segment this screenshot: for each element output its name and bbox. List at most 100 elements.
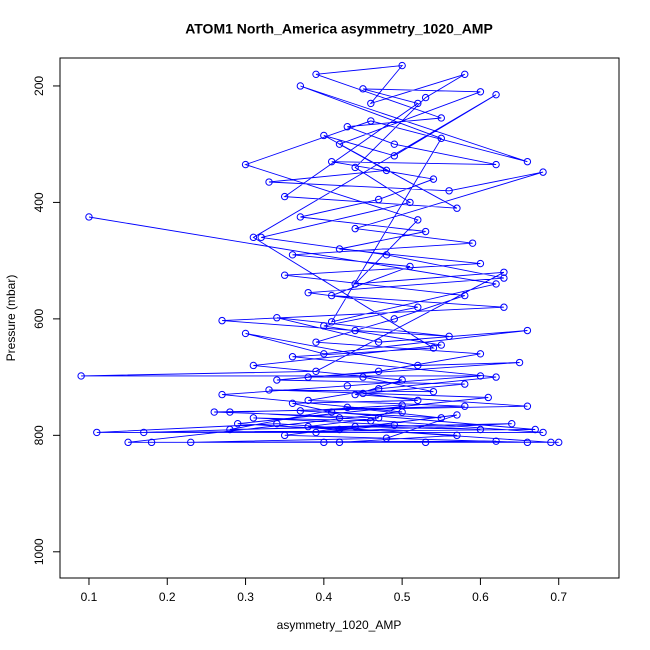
- data-point: [531, 425, 539, 434]
- data-point: [351, 326, 359, 335]
- data-point: [367, 117, 375, 125]
- data-point: [234, 419, 242, 428]
- data-point: [280, 192, 289, 201]
- data-point: [257, 233, 265, 242]
- data-point: [374, 195, 383, 204]
- data-point: [335, 414, 344, 422]
- data-point: [335, 245, 344, 253]
- data-point: [476, 425, 485, 434]
- data-point: [351, 422, 359, 431]
- data-point: [547, 438, 555, 447]
- data-point: [492, 437, 500, 445]
- x-axis-label: asymmetry_1020_AMP: [277, 618, 402, 632]
- data-point: [421, 438, 430, 447]
- data-point: [226, 408, 234, 416]
- data-point: [359, 85, 367, 93]
- data-point: [539, 168, 547, 176]
- x-tick-label: 0.6: [472, 590, 489, 604]
- data-point: [461, 380, 469, 388]
- chart-title: ATOM1 North_America asymmetry_1020_AMP: [185, 21, 493, 37]
- data-point: [500, 274, 508, 282]
- data-point: [437, 134, 445, 143]
- data-point: [304, 396, 312, 405]
- data-point: [210, 408, 218, 416]
- data-point: [382, 251, 391, 259]
- data-point: [390, 421, 399, 429]
- data-point: [320, 438, 328, 447]
- data-point: [343, 403, 352, 412]
- data-point: [500, 268, 508, 276]
- plot-area: [77, 61, 563, 447]
- data-point: [398, 408, 406, 416]
- data-point: [429, 344, 438, 352]
- data-point: [288, 353, 297, 361]
- data-point: [312, 338, 320, 346]
- data-point: [304, 373, 312, 381]
- data-point: [453, 431, 461, 440]
- x-tick-label: 0.3: [237, 590, 254, 604]
- data-point: [249, 361, 258, 370]
- data-point: [296, 407, 305, 415]
- x-tick-label: 0.2: [159, 590, 176, 604]
- data-point: [218, 316, 226, 325]
- data-point: [555, 438, 563, 447]
- data-point: [351, 280, 359, 288]
- data-point: [492, 160, 500, 169]
- data-point: [390, 315, 399, 323]
- data-point: [453, 204, 461, 212]
- data-point: [414, 361, 422, 370]
- data-point: [374, 414, 383, 422]
- data-point: [461, 402, 469, 410]
- data-point: [265, 178, 273, 186]
- data-point: [374, 385, 383, 393]
- y-tick-label: 400: [32, 192, 46, 212]
- data-point: [476, 88, 485, 96]
- data-point: [461, 70, 469, 79]
- data-point: [390, 152, 399, 160]
- data-point: [343, 382, 352, 390]
- y-axis-label: Pressure (mbar): [4, 275, 18, 362]
- data-point: [249, 414, 258, 422]
- data-point: [273, 419, 281, 428]
- data-point: [335, 140, 344, 148]
- data-point: [312, 428, 320, 437]
- data-point: [288, 251, 297, 259]
- data-point: [124, 438, 132, 447]
- x-tick-label: 0.1: [81, 590, 98, 604]
- data-point: [453, 411, 461, 419]
- data-point: [429, 387, 438, 396]
- data-point: [367, 417, 375, 425]
- data-point: [398, 376, 406, 384]
- data-point: [414, 99, 422, 108]
- data-point: [147, 438, 156, 447]
- data-point: [288, 399, 297, 408]
- data-point: [437, 414, 445, 422]
- data-point: [390, 140, 399, 148]
- data-point: [492, 280, 500, 288]
- data-point: [445, 187, 453, 195]
- x-tick-label: 0.7: [550, 590, 567, 604]
- data-point: [351, 163, 359, 172]
- data-point: [273, 314, 281, 322]
- data-point: [265, 386, 273, 394]
- data-point: [226, 425, 234, 434]
- data-point: [414, 396, 422, 405]
- data-point: [367, 99, 375, 108]
- data-point: [382, 434, 391, 442]
- data-point: [539, 428, 547, 437]
- x-tick-label: 0.4: [315, 590, 332, 604]
- data-point: [320, 350, 328, 358]
- data-point: [273, 376, 281, 384]
- data-point: [406, 262, 414, 271]
- y-tick-label: 1000: [32, 538, 46, 565]
- data-point: [445, 332, 453, 341]
- data-point: [241, 329, 250, 338]
- data-point: [351, 224, 359, 233]
- data-point: [320, 131, 328, 140]
- y-tick-label: 200: [32, 76, 46, 96]
- data-point: [492, 373, 500, 381]
- data-point: [476, 350, 485, 358]
- data-point: [241, 160, 250, 169]
- y-tick-label: 800: [32, 425, 46, 445]
- data-point: [351, 390, 359, 399]
